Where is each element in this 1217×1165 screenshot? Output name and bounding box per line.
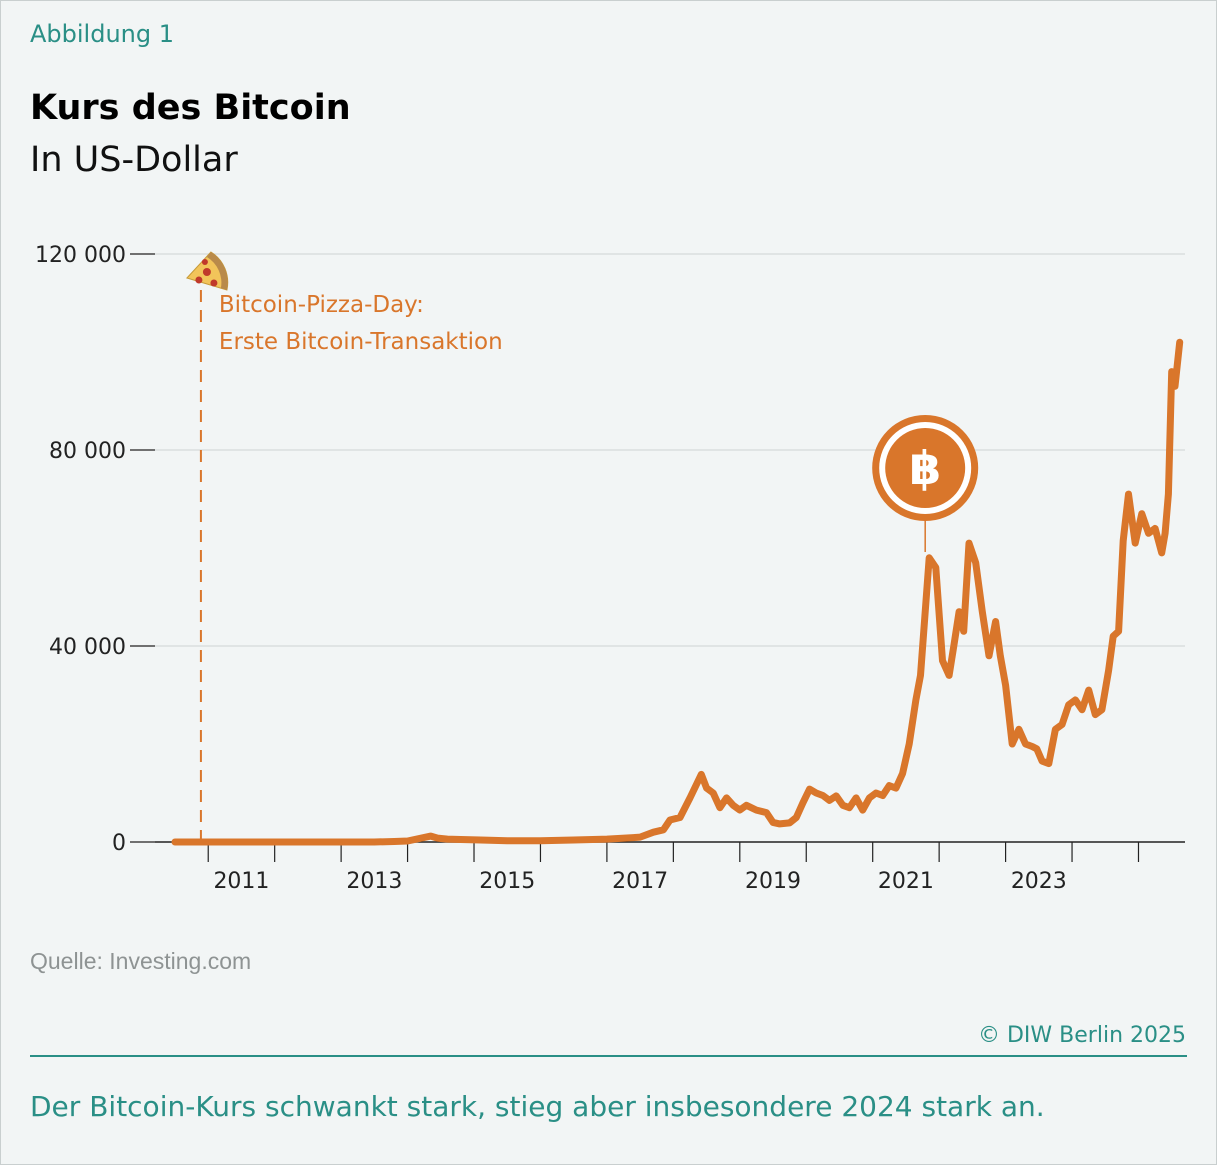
pizza-day-annotation: Bitcoin-Pizza-Day: Erste Bitcoin-Transak… xyxy=(186,251,503,842)
figure-caption: Der Bitcoin-Kurs schwankt stark, stieg a… xyxy=(30,1090,1045,1123)
x-tick-label: 2011 xyxy=(213,869,269,894)
x-axis: 2011 2013 2015 2017 2019 2021 2023 xyxy=(155,841,1185,894)
grid-lines xyxy=(155,253,1185,647)
x-tick-label: 2013 xyxy=(346,869,402,894)
x-tick-label: 2019 xyxy=(745,869,801,894)
bitcoin-logo-icon: ฿ xyxy=(872,415,979,521)
pizza-slice-icon xyxy=(186,251,229,291)
source-note: Quelle: Investing.com xyxy=(30,948,252,974)
x-tick-label: 2015 xyxy=(479,869,535,894)
x-tick-label: 2021 xyxy=(878,869,934,894)
chart-title: Kurs des Bitcoin xyxy=(30,88,351,128)
pizza-day-label-line2: Erste Bitcoin-Transaktion xyxy=(219,329,503,355)
footer-divider xyxy=(30,1055,1187,1057)
bitcoin-logo-inner-circle xyxy=(885,428,966,508)
copyright-note: © DIW Berlin 2025 xyxy=(978,1023,1186,1048)
y-tick-label: 120 000 xyxy=(35,243,126,268)
bitcoin-price-line xyxy=(171,338,1184,846)
y-tick-label: 40 000 xyxy=(49,635,126,660)
chart-subtitle: In US-Dollar xyxy=(30,140,238,180)
y-tick-label: 80 000 xyxy=(49,439,126,464)
figure-label: Abbildung 1 xyxy=(30,20,175,48)
y-axis-ticks: 0 40 000 80 000 120 000 xyxy=(35,243,155,856)
x-tick-label: 2023 xyxy=(1011,869,1067,894)
bitcoin-symbol: ฿ xyxy=(909,441,941,495)
pizza-day-label-line1: Bitcoin-Pizza-Day: xyxy=(219,292,424,318)
x-tick-label: 2017 xyxy=(612,869,668,894)
bitcoin-logo-annotation: ฿ xyxy=(872,415,979,552)
y-tick-label: 0 xyxy=(112,831,126,856)
